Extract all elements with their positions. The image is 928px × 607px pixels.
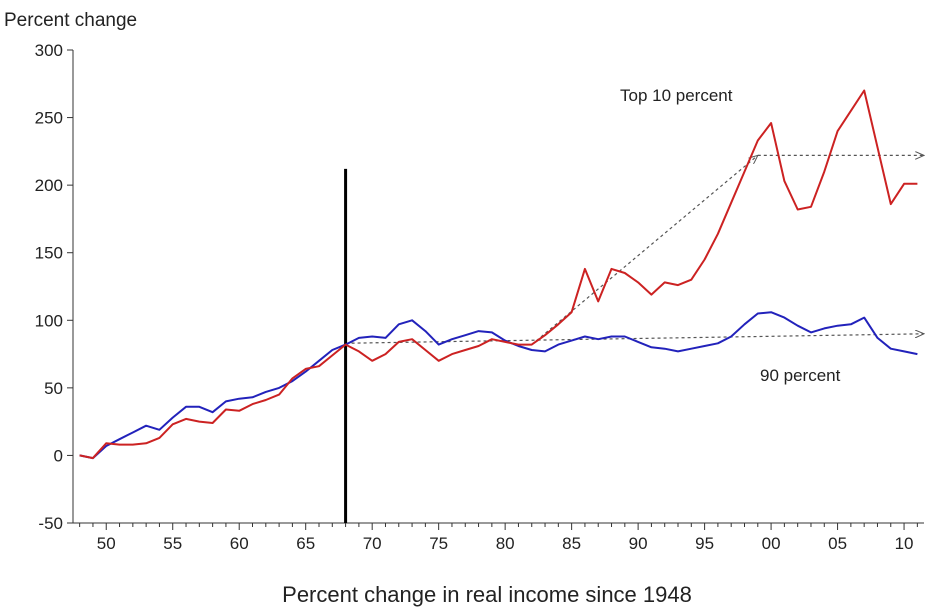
- x-tick-label: 80: [496, 534, 515, 553]
- x-tick-label: 55: [163, 534, 182, 553]
- x-tick-label: 90: [629, 534, 648, 553]
- x-tick-label: 60: [230, 534, 249, 553]
- x-tick-label: 95: [695, 534, 714, 553]
- x-tick-label: 75: [429, 534, 448, 553]
- trend-arrow: [532, 155, 758, 344]
- series-line-90-percent: [80, 312, 918, 458]
- series-label-top-10-percent: Top 10 percent: [620, 86, 733, 105]
- x-tick-label: 85: [562, 534, 581, 553]
- y-tick-label: 250: [35, 109, 63, 128]
- x-tick-label: 05: [828, 534, 847, 553]
- y-tick-label: 50: [44, 379, 63, 398]
- y-tick-label: 150: [35, 244, 63, 263]
- x-tick-label: 10: [895, 534, 914, 553]
- trend-arrows: [346, 155, 924, 344]
- y-axis-label: Percent change: [4, 10, 137, 31]
- y-tick-label: 300: [35, 41, 63, 60]
- y-tick-label: 200: [35, 176, 63, 195]
- y-tick-label: 100: [35, 311, 63, 330]
- x-tick-label: 65: [296, 534, 315, 553]
- series-label-90-percent: 90 percent: [760, 366, 841, 385]
- x-tick-label: 50: [97, 534, 116, 553]
- series-layer: [80, 91, 918, 459]
- x-axis-label: Percent change in real income since 1948: [282, 582, 692, 607]
- x-tick-label: 00: [762, 534, 781, 553]
- y-tick-label: -50: [38, 514, 63, 533]
- y-tick-label: 0: [54, 446, 63, 465]
- series-line-top-10-percent: [80, 91, 918, 459]
- x-tick-label: 70: [363, 534, 382, 553]
